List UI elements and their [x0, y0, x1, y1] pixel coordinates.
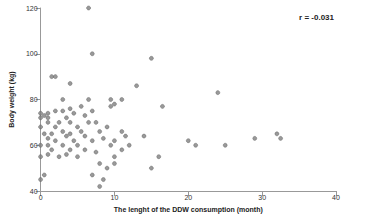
svg-text:40: 40 — [332, 194, 340, 201]
svg-text:100: 100 — [26, 50, 38, 57]
svg-text:120: 120 — [26, 5, 38, 12]
svg-text:10: 10 — [111, 194, 119, 201]
svg-text:The lenght of the DDW consumpt: The lenght of the DDW consumption (month… — [114, 206, 263, 214]
svg-text:40: 40 — [30, 188, 38, 195]
svg-text:20: 20 — [184, 194, 192, 201]
svg-text:0: 0 — [39, 194, 43, 201]
svg-text:80: 80 — [30, 96, 38, 103]
svg-text:60: 60 — [30, 142, 38, 149]
svg-text:Body weight (kg): Body weight (kg) — [8, 71, 16, 127]
svg-text:r = -0.031: r = -0.031 — [299, 13, 334, 22]
svg-text:30: 30 — [258, 194, 266, 201]
